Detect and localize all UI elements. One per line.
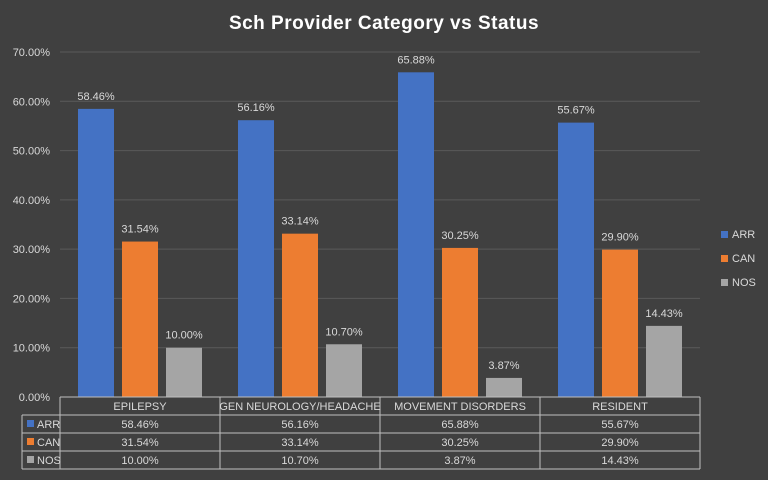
table-series-name: CAN: [37, 437, 60, 449]
data-label: 3.87%: [488, 360, 519, 372]
bar-nos: [486, 377, 522, 397]
y-tick-label: 0.00%: [19, 392, 50, 404]
y-axis: 0.00% 10.00% 20.00% 30.00% 40.00% 50.00% 60.00…: [13, 47, 51, 404]
table-cell: 10.00%: [121, 455, 159, 467]
bar-nos: [646, 325, 682, 397]
table-key-can: [27, 438, 34, 445]
data-label: 30.25%: [441, 230, 479, 242]
table-cell: 58.46%: [121, 419, 159, 431]
legend: ARR CAN NOS: [721, 229, 756, 289]
bar-arr: [238, 120, 274, 397]
data-labels: 58.46% 31.54% 10.00% 56.16% 33.14% 10.70% 65.8…: [77, 54, 683, 372]
bar-can: [442, 247, 478, 397]
table-key-arr: [27, 420, 34, 427]
table-cell: 31.54%: [121, 437, 159, 449]
table-series-name: ARR: [37, 419, 60, 431]
bar-nos: [166, 347, 202, 397]
category-label: GEN NEUROLOGY/HEADACHE: [219, 401, 380, 413]
bar-arr: [558, 122, 594, 397]
data-label: 14.43%: [645, 308, 683, 320]
y-tick-label: 40.00%: [13, 195, 51, 207]
category-label: MOVEMENT DISORDERS: [394, 401, 526, 413]
y-tick-label: 10.00%: [13, 343, 51, 355]
data-label: 29.90%: [601, 232, 639, 244]
bar-nos: [326, 344, 362, 397]
bar-arr: [398, 72, 434, 397]
legend-swatch-can: [721, 255, 728, 262]
legend-swatch-nos: [721, 279, 728, 286]
bars: [78, 72, 682, 397]
data-label: 10.00%: [165, 330, 203, 342]
data-label: 10.70%: [325, 326, 363, 338]
data-label: 31.54%: [121, 224, 159, 236]
y-tick-label: 50.00%: [13, 146, 51, 158]
data-label: 55.67%: [557, 105, 595, 117]
data-label: 56.16%: [237, 102, 275, 114]
legend-label: NOS: [732, 277, 756, 289]
data-label: 33.14%: [281, 216, 319, 228]
data-label: 65.88%: [397, 54, 435, 66]
category-label: EPILEPSY: [113, 401, 167, 413]
bar-arr: [78, 108, 114, 397]
bar-can: [602, 249, 638, 397]
table-cell: 55.67%: [601, 419, 639, 431]
table-cell: 10.70%: [281, 455, 319, 467]
y-tick-label: 60.00%: [13, 96, 51, 108]
table-cell: 33.14%: [281, 437, 319, 449]
table-cell: 3.87%: [444, 455, 475, 467]
data-label: 58.46%: [77, 91, 115, 103]
legend-label: ARR: [732, 229, 755, 241]
table-cell: 14.43%: [601, 455, 639, 467]
table-key-nos: [27, 456, 34, 463]
y-tick-label: 30.00%: [13, 244, 51, 256]
legend-swatch-arr: [721, 231, 728, 238]
bar-can: [282, 233, 318, 397]
table-series-name: NOS: [37, 455, 61, 467]
category-label: RESIDENT: [592, 401, 648, 413]
data-table: EPILEPSY GEN NEUROLOGY/HEADACHE MOVEMENT D…: [21, 396, 701, 470]
y-tick-label: 20.00%: [13, 293, 51, 305]
legend-label: CAN: [732, 253, 755, 265]
table-cell: 65.88%: [441, 419, 479, 431]
y-tick-label: 70.00%: [13, 47, 51, 59]
bar-can: [122, 241, 158, 397]
table-cell: 29.90%: [601, 437, 639, 449]
table-cell: 30.25%: [441, 437, 479, 449]
chart-title: Sch Provider Category vs Status: [229, 13, 539, 34]
table-cell: 56.16%: [281, 419, 319, 431]
